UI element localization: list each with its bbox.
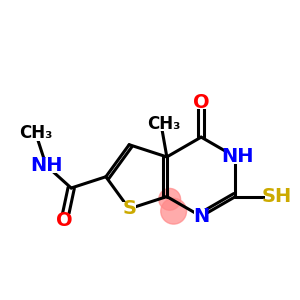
Text: O: O <box>193 93 209 112</box>
Text: NH: NH <box>30 156 62 175</box>
Text: SH: SH <box>261 187 291 206</box>
FancyBboxPatch shape <box>226 149 248 164</box>
FancyBboxPatch shape <box>194 95 208 109</box>
Text: O: O <box>56 212 73 230</box>
Text: CH₃: CH₃ <box>147 115 181 133</box>
FancyBboxPatch shape <box>35 158 57 173</box>
Text: N: N <box>193 207 209 226</box>
FancyBboxPatch shape <box>194 209 208 223</box>
FancyBboxPatch shape <box>57 214 71 228</box>
Circle shape <box>159 188 181 210</box>
Text: CH₃: CH₃ <box>19 124 52 142</box>
Text: S: S <box>122 199 136 218</box>
Circle shape <box>161 198 187 224</box>
FancyBboxPatch shape <box>266 189 287 204</box>
FancyBboxPatch shape <box>122 202 136 216</box>
FancyBboxPatch shape <box>151 116 177 131</box>
FancyBboxPatch shape <box>23 126 49 141</box>
Text: NH: NH <box>221 147 254 167</box>
